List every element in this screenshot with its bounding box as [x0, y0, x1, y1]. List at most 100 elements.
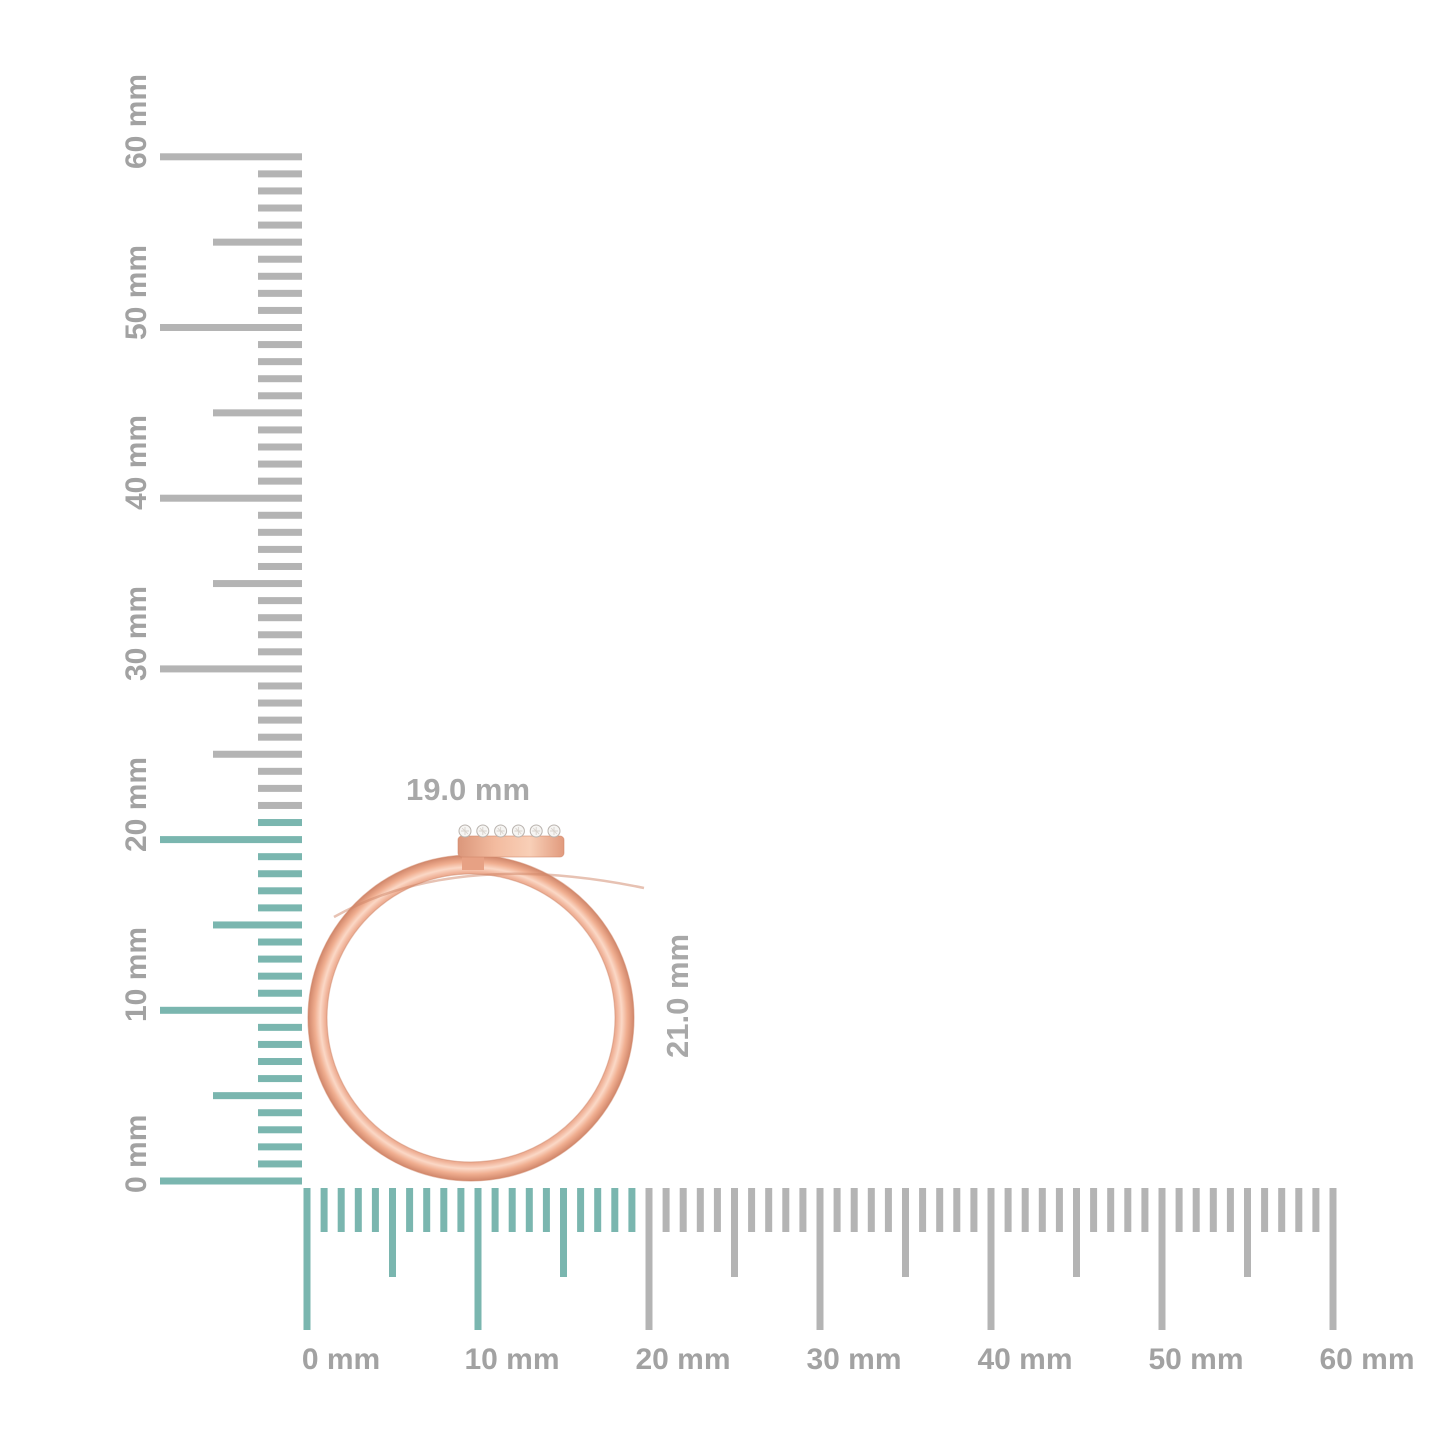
ruler-tick — [1329, 1188, 1337, 1330]
ruler-tick — [1090, 1188, 1098, 1232]
ruler-tick — [594, 1188, 602, 1232]
ruler-tick — [160, 494, 302, 502]
ruler-tick — [258, 545, 302, 553]
ruler-tick — [258, 1126, 302, 1134]
ruler-tick — [457, 1188, 465, 1232]
ruler-tick — [765, 1188, 773, 1232]
h-ruler-label-10mm: 10 mm — [464, 1343, 559, 1376]
ruler-tick — [258, 272, 302, 280]
h-ruler-label-40mm: 40 mm — [977, 1343, 1072, 1376]
ruler-tick — [389, 1188, 396, 1277]
ruler-tick — [258, 887, 302, 895]
ruler-tick — [258, 784, 302, 792]
v-ruler-label-50mm: 50 mm — [120, 245, 153, 340]
ruler-tick — [258, 306, 302, 314]
ruler-tick — [258, 853, 302, 861]
ruler-tick — [662, 1188, 670, 1232]
ruler-tick — [258, 1143, 302, 1151]
ruler-tick — [258, 938, 302, 946]
ruler-tick — [258, 443, 302, 451]
ruler-tick — [258, 1109, 302, 1117]
ruler-tick — [160, 153, 302, 161]
ruler-tick — [258, 255, 302, 263]
diamond-facet-lines — [496, 827, 505, 835]
ruler-tick — [970, 1188, 978, 1232]
ruler-tick — [1158, 1188, 1166, 1330]
vertical-ruler-labels: 0 mm 10 mm 20 mm 30 mm 40 mm 50 mm 60 mm — [120, 74, 153, 1193]
ruler-tick — [577, 1188, 585, 1232]
ruler-tick — [628, 1188, 636, 1232]
ruler-tick — [258, 819, 302, 827]
ruler-tick — [936, 1188, 944, 1232]
diamond-disc — [457, 835, 565, 858]
ruler-tick — [1209, 1188, 1217, 1232]
ruler-tick — [258, 682, 302, 690]
diamond-facet-lines — [532, 827, 541, 835]
ruler-tick — [1004, 1188, 1012, 1232]
ruler-tick — [258, 1058, 302, 1066]
h-ruler-label-60mm: 60 mm — [1319, 1343, 1414, 1376]
ring-bypass-seam — [333, 872, 645, 919]
ruler-tick — [258, 801, 302, 809]
ruler-tick — [213, 921, 302, 929]
ruler-tick — [850, 1188, 858, 1232]
ruler-tick — [1107, 1188, 1115, 1232]
ruler-tick — [1141, 1188, 1149, 1232]
ruler-tick — [884, 1188, 892, 1232]
ruler-tick — [816, 1188, 824, 1330]
ruler-tick — [1192, 1188, 1200, 1232]
ruler-tick — [160, 665, 302, 673]
v-ruler-label-60mm: 60 mm — [120, 74, 153, 169]
diamond-facet-lines — [478, 827, 487, 835]
v-ruler-label-10mm: 10 mm — [120, 927, 153, 1022]
ruler-tick — [1175, 1188, 1183, 1232]
ruler-tick — [258, 460, 302, 468]
ring-band-inner-edge — [326, 873, 616, 1163]
width-dimension-label: 19.0 mm — [406, 772, 530, 807]
ruler-tick — [213, 238, 302, 246]
height-dimension-label: 21.0 mm — [660, 934, 695, 1058]
ruler-tick — [160, 1006, 302, 1014]
ruler-tick — [258, 733, 302, 741]
ruler-tick — [303, 1188, 311, 1330]
ruler-tick — [258, 904, 302, 912]
ruler-tick — [525, 1188, 533, 1232]
ruler-tick — [953, 1188, 961, 1232]
ruler-tick — [782, 1188, 790, 1232]
ring-product-image — [307, 824, 645, 1182]
ruler-tick — [1312, 1188, 1320, 1232]
ruler-tick — [1261, 1188, 1269, 1232]
ruler-tick — [491, 1188, 499, 1232]
ruler-tick — [987, 1188, 995, 1330]
ruler-tick — [258, 631, 302, 639]
v-ruler-label-40mm: 40 mm — [120, 415, 153, 510]
ruler-tick — [611, 1188, 619, 1232]
ruler-tick — [679, 1188, 687, 1232]
ruler-tick — [440, 1188, 448, 1232]
ruler-tick — [258, 392, 302, 400]
ruler-tick — [645, 1188, 653, 1330]
ruler-tick — [258, 289, 302, 297]
dimension-labels: 19.0 mm 21.0 mm — [406, 772, 695, 1058]
ruler-tick — [902, 1188, 909, 1277]
ruler-tick — [542, 1188, 550, 1232]
ruler-tick — [474, 1188, 482, 1330]
h-ruler-label-20mm: 20 mm — [635, 1343, 730, 1376]
ruler-tick — [748, 1188, 756, 1232]
horizontal-ruler — [303, 1188, 1337, 1330]
diamond-row — [458, 824, 561, 838]
v-ruler-label-30mm: 30 mm — [120, 586, 153, 681]
ruler-tick — [160, 1177, 302, 1185]
ruler-tick — [560, 1188, 567, 1277]
ruler-tick — [1073, 1188, 1080, 1277]
ruler-tick — [1124, 1188, 1132, 1232]
ruler-tick — [213, 1092, 302, 1100]
horizontal-ruler-labels: 0 mm 10 mm 20 mm 30 mm 40 mm 50 mm 60 mm — [302, 1343, 1415, 1376]
vertical-ruler — [160, 153, 302, 1185]
ruler-tick — [258, 562, 302, 570]
diamond-facet-lines — [550, 827, 558, 835]
ruler-tick — [1038, 1188, 1046, 1232]
ruler-tick — [258, 870, 302, 878]
